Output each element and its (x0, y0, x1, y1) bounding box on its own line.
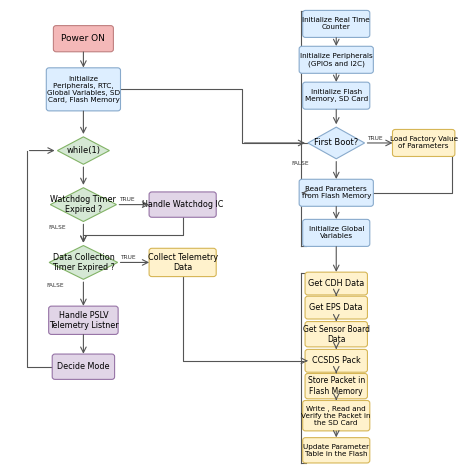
Text: Watchdog Timer
Expired ?: Watchdog Timer Expired ? (50, 195, 116, 214)
Text: TRUE: TRUE (120, 255, 136, 260)
Text: Read Parameters
from Flash Memory: Read Parameters from Flash Memory (301, 186, 371, 199)
FancyBboxPatch shape (54, 25, 113, 52)
Text: Get Sensor Board
Data: Get Sensor Board Data (303, 324, 370, 344)
FancyBboxPatch shape (305, 349, 367, 372)
FancyBboxPatch shape (392, 129, 455, 157)
FancyBboxPatch shape (149, 248, 216, 276)
Text: FALSE: FALSE (292, 161, 309, 166)
FancyBboxPatch shape (303, 219, 370, 246)
Polygon shape (49, 245, 118, 279)
Text: Initialize Real Time
Counter: Initialize Real Time Counter (302, 17, 370, 31)
Text: CCSDS Pack: CCSDS Pack (312, 356, 361, 365)
Text: Store Packet in
Flash Memory: Store Packet in Flash Memory (308, 376, 365, 396)
FancyBboxPatch shape (46, 68, 120, 111)
FancyBboxPatch shape (305, 272, 367, 295)
FancyBboxPatch shape (149, 192, 216, 217)
Text: Handle PSLV
Telemetry Listner: Handle PSLV Telemetry Listner (49, 311, 118, 330)
Text: Data Collection
Timer Expired ?: Data Collection Timer Expired ? (52, 253, 115, 272)
FancyBboxPatch shape (305, 296, 367, 319)
FancyBboxPatch shape (305, 374, 367, 399)
Text: First Boot?: First Boot? (314, 139, 358, 148)
FancyBboxPatch shape (303, 82, 370, 109)
FancyBboxPatch shape (303, 438, 370, 463)
Text: Initialize Peripherals
(GPIOs and I2C): Initialize Peripherals (GPIOs and I2C) (300, 53, 373, 67)
Text: Power ON: Power ON (62, 34, 105, 43)
Text: Handle Watchdog IC: Handle Watchdog IC (142, 200, 223, 209)
Text: Write , Read and
Verify the Packet in
the SD Card: Write , Read and Verify the Packet in th… (301, 406, 371, 426)
Text: Initialize Flash
Memory, SD Card: Initialize Flash Memory, SD Card (305, 89, 368, 102)
Text: FALSE: FALSE (47, 283, 64, 288)
FancyBboxPatch shape (299, 179, 374, 206)
Text: Load Factory Value
of Parameters: Load Factory Value of Parameters (390, 136, 458, 149)
Polygon shape (57, 137, 109, 164)
Text: Get CDH Data: Get CDH Data (308, 279, 365, 288)
Polygon shape (50, 188, 117, 221)
Polygon shape (308, 127, 365, 159)
FancyBboxPatch shape (49, 306, 118, 335)
FancyBboxPatch shape (52, 354, 115, 379)
Text: Initialize
Peripherals, RTC,
Global Variables, SD
Card, Flash Memory: Initialize Peripherals, RTC, Global Vari… (47, 76, 120, 103)
Text: TRUE: TRUE (119, 197, 135, 202)
Text: Get EPS Data: Get EPS Data (310, 303, 363, 312)
FancyBboxPatch shape (303, 10, 370, 38)
Text: Collect Telemetry
Data: Collect Telemetry Data (147, 253, 218, 272)
Text: Decide Mode: Decide Mode (57, 362, 109, 371)
Text: TRUE: TRUE (367, 135, 383, 141)
FancyBboxPatch shape (303, 400, 370, 431)
Text: while(1): while(1) (66, 146, 100, 155)
Text: FALSE: FALSE (48, 225, 65, 230)
FancyBboxPatch shape (305, 321, 367, 347)
FancyBboxPatch shape (299, 46, 374, 73)
Text: Initialize Global
Variables: Initialize Global Variables (309, 227, 364, 239)
Text: Update Parameter
Table in the Flash: Update Parameter Table in the Flash (303, 444, 369, 457)
